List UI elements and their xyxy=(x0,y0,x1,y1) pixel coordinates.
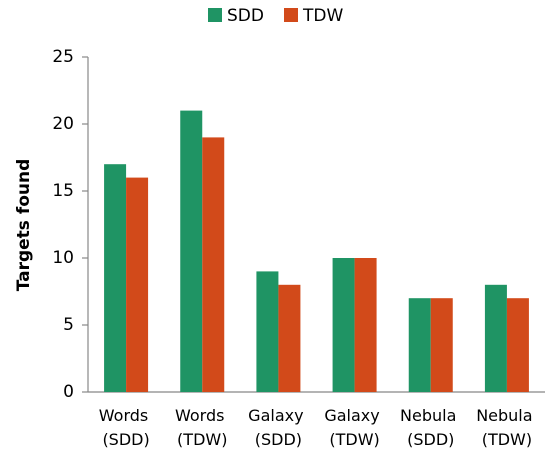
x-tick-label: Galaxy (TDW) xyxy=(324,406,384,449)
legend-label: SDD xyxy=(227,6,264,26)
x-tick-label: Words (TDW) xyxy=(175,406,230,449)
bar xyxy=(332,258,355,392)
bar xyxy=(180,110,203,392)
y-tick-label: 25 xyxy=(52,47,74,67)
bar xyxy=(506,298,529,392)
bar xyxy=(408,298,431,392)
x-tick-label: Galaxy (SDD) xyxy=(248,406,308,449)
bar xyxy=(484,284,507,392)
y-tick-label: 0 xyxy=(63,382,74,402)
x-tick-label: Nebula (TDW) xyxy=(476,406,537,449)
x-tick-label: Nebula (SDD) xyxy=(400,406,461,449)
legend-swatch xyxy=(284,8,298,22)
y-tick-label: 15 xyxy=(52,181,74,201)
bar xyxy=(126,177,149,392)
bar xyxy=(278,284,301,392)
x-tick-label: Words (SDD) xyxy=(99,406,154,449)
bar xyxy=(202,137,225,392)
y-tick-label: 5 xyxy=(63,315,74,335)
bar xyxy=(104,164,127,392)
y-tick-label: 10 xyxy=(52,248,74,268)
legend-label: TDW xyxy=(302,6,343,26)
bar xyxy=(430,298,453,392)
y-tick-label: 20 xyxy=(52,114,74,134)
y-axis-label: Targets found xyxy=(14,159,34,292)
bar xyxy=(256,271,279,392)
legend-swatch xyxy=(208,8,222,22)
bar xyxy=(354,258,377,392)
